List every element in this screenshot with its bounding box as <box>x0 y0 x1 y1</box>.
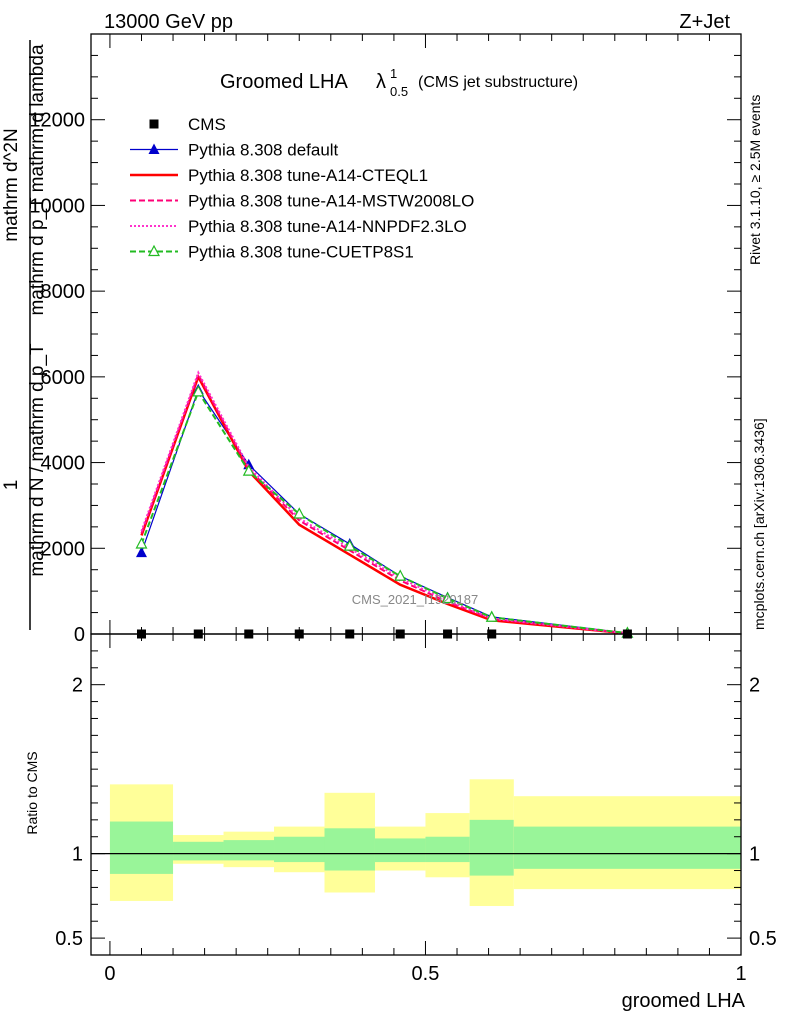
ratio-y-tick-label: 2 <box>72 675 83 697</box>
y-tick-label: 8000 <box>41 281 86 303</box>
legend-label: Pythia 8.308 tune-A14-NNPDF2.3LO <box>188 217 467 236</box>
ratio-band-inner <box>374 838 426 863</box>
main-plot: 0 2000 4000 6000 8000 10000 12000 <box>29 33 742 646</box>
series-line-nnpdf <box>140 370 628 635</box>
series-line-cteql1 <box>140 373 628 635</box>
legend-marker-cms <box>149 119 159 129</box>
ratio-band-inner <box>223 840 275 861</box>
x-tick-label: 1 <box>735 963 746 985</box>
data-point-cuetp8s1 <box>343 539 356 551</box>
ratio-band-inner <box>469 819 514 876</box>
title-sub: 0.5 <box>390 84 408 99</box>
x-tick-label: 0.5 <box>412 963 440 985</box>
legend-label: Pythia 8.308 default <box>188 141 339 160</box>
data-point-cuetp8s1 <box>293 507 306 519</box>
header-right: Z+Jet <box>679 11 730 33</box>
legend-marker-default <box>148 143 160 154</box>
ratio-ylabel: Ratio to CMS <box>24 751 40 834</box>
ratio-frame <box>90 633 742 956</box>
header-left: 13000 GeV pp <box>104 11 233 33</box>
ratio-y-tick-label: 1 <box>72 844 83 866</box>
y-tick-label: 12000 <box>29 110 85 132</box>
data-point-cuetp8s1 <box>242 464 255 476</box>
ratio-y-tick-label-right: 2 <box>749 675 760 697</box>
ratio-band-inner <box>425 836 470 863</box>
y-tick-label: 10000 <box>29 195 85 217</box>
x-tick-label: 0 <box>104 963 115 985</box>
title-main: Groomed LHA <box>220 71 348 93</box>
x-axis-label: groomed LHA <box>622 990 746 1012</box>
legend-marker-cuetp8s1 <box>148 244 160 257</box>
ratio-band-inner <box>274 836 325 863</box>
title-lambda: λ <box>376 71 386 93</box>
ratio-plot: 0.5 0.51 12 20 0.5 1 <box>55 633 777 985</box>
legend-label: Pythia 8.308 tune-A14-CTEQL1 <box>188 166 428 185</box>
y-tick-label: 6000 <box>41 367 86 389</box>
legend-label: Pythia 8.308 tune-A14-MSTW2008LO <box>188 192 474 211</box>
rivet-label: Rivet 3.1.10, ≥ 2.5M events <box>747 95 763 265</box>
ylabel-denom: mathrm d N / mathrm d p_T <box>27 343 48 577</box>
ylabel-one: 1 <box>1 480 22 491</box>
legend-label: Pythia 8.308 tune-CUETP8S1 <box>188 243 414 262</box>
main-ylabel: 1 mathrm d N / mathrm d p_T mathrm d^2N … <box>1 40 48 630</box>
data-point-cuetp8s1 <box>394 569 407 581</box>
legend-label: CMS <box>188 115 226 134</box>
ylabel-numer-bot: mathrm d p_T mathrm d lambda <box>27 44 48 315</box>
data-point-cuetp8s1 <box>192 385 205 397</box>
y-tick-label: 0 <box>74 624 85 646</box>
mcplots-label: mcplots.cern.ch [arXiv:1306.3436] <box>751 418 767 630</box>
ylabel-numer-top: mathrm d^2N <box>1 128 22 241</box>
legend: CMS Pythia 8.308 default Pythia 8.308 tune… <box>130 115 474 262</box>
ratio-y-tick-label-right: 0.5 <box>749 928 777 950</box>
y-tick-label: 4000 <box>41 453 86 475</box>
ratio-band-inner <box>513 826 741 869</box>
data-point-default <box>135 546 147 558</box>
title-paren: (CMS jet substructure) <box>418 74 578 91</box>
data-point-cuetp8s1 <box>485 610 498 622</box>
ratio-y-tick-label-right: 1 <box>749 844 760 866</box>
ratio-band-inner <box>173 841 224 861</box>
ratio-y-tick-label: 0.5 <box>55 928 83 950</box>
watermark: CMS_2021_I1920187 <box>352 592 479 607</box>
data-point-cuetp8s1 <box>135 537 148 549</box>
y-tick-label: 2000 <box>41 538 86 560</box>
plot-title: Groomed LHA λ 1 0.5 (CMS jet substructur… <box>220 66 578 99</box>
title-sup: 1 <box>390 66 397 81</box>
data-point-cuetp8s1 <box>441 591 454 604</box>
ratio-band-inner <box>324 828 375 871</box>
ratio-band-inner <box>109 821 174 874</box>
